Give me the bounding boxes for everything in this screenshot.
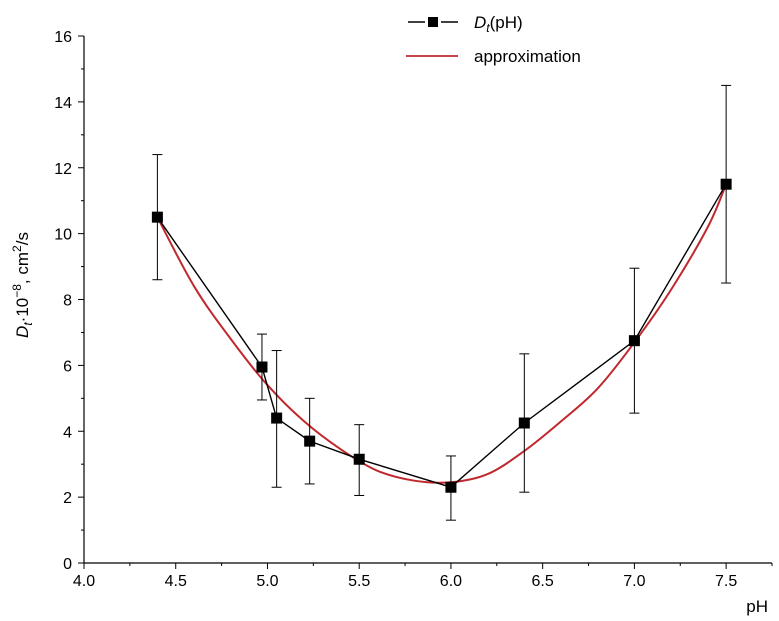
x-tick-label: 7.5 <box>715 573 737 590</box>
y-tick-label: 0 <box>63 556 72 573</box>
legend-approximation-label: approximation <box>474 47 581 66</box>
legend: Dt(pH) approximation <box>406 13 581 66</box>
y-tick-label: 6 <box>63 358 72 375</box>
x-tick-label: 6.0 <box>440 573 462 590</box>
y-tick-label: 16 <box>54 29 72 46</box>
data-point-marker <box>628 335 640 347</box>
x-tick-label: 7.0 <box>623 573 645 590</box>
legend-dt-marker <box>428 17 438 27</box>
y-axis-ticks: 0 2 4 6 8 10 12 14 16 <box>54 29 84 573</box>
x-tick-label: 5.5 <box>348 573 370 590</box>
x-axis-ticks: 4.0 4.5 5.0 5.5 6.0 6.5 7.0 7.5 <box>73 563 773 590</box>
approximation-curve <box>156 183 728 484</box>
data-point-marker <box>518 417 530 429</box>
y-tick-label: 10 <box>54 227 72 244</box>
y-tick-label: 2 <box>63 490 72 507</box>
x-tick-label: 5.0 <box>256 573 278 590</box>
dt-connecting-line <box>156 183 727 488</box>
x-tick-label: 4.0 <box>73 573 95 590</box>
data-point-marker <box>720 178 732 190</box>
legend-dt-label: Dt(pH) <box>474 13 523 35</box>
data-point-marker <box>151 211 163 223</box>
x-tick-label: 4.5 <box>165 573 187 590</box>
y-tick-label: 12 <box>54 161 72 178</box>
dt-series <box>151 84 732 521</box>
y-axis-title: Dt·10−8, cm2/s <box>10 232 35 338</box>
approximation-series <box>156 183 728 484</box>
data-point-marker <box>271 412 283 424</box>
y-tick-label: 14 <box>54 95 72 112</box>
data-point-marker <box>353 453 365 465</box>
data-point-marker <box>445 481 457 493</box>
x-axis-title: pH <box>746 597 768 616</box>
data-point-marker <box>304 435 316 447</box>
y-tick-label: 8 <box>63 293 72 310</box>
axes <box>83 36 772 564</box>
x-tick-label: 6.5 <box>532 573 554 590</box>
data-point-marker <box>256 361 268 373</box>
y-tick-label: 4 <box>63 424 72 441</box>
